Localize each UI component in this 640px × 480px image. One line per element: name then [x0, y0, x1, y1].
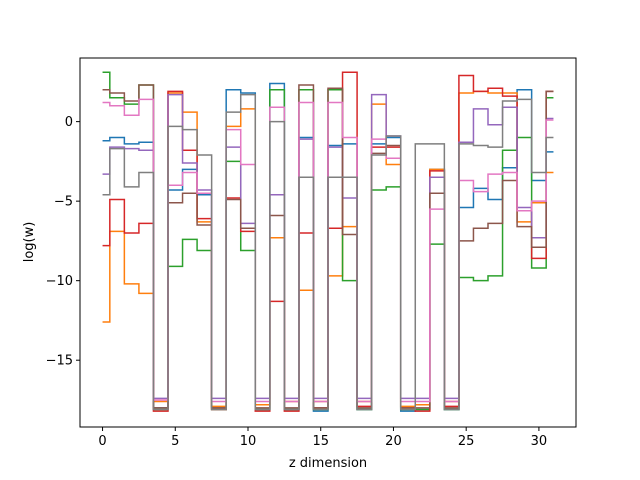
x-axis: 0 5 10 15 20 25 30: [98, 427, 547, 449]
y-tick-label: −10: [46, 274, 73, 289]
y-axis: −15 −10 −5 0: [46, 115, 80, 369]
plot-frame: [79, 57, 577, 428]
x-tick-label: 5: [171, 434, 179, 449]
y-tick-label: 0: [65, 115, 73, 130]
x-tick-label: 20: [385, 434, 402, 449]
x-tick-label: 25: [458, 434, 475, 449]
y-axis-label: log(w): [22, 222, 37, 263]
x-tick-label: 10: [240, 434, 257, 449]
x-tick-label: 15: [312, 434, 329, 449]
y-tick-label: −5: [54, 195, 73, 210]
series-line-8: [102, 93, 554, 411]
x-axis-label: z dimension: [289, 456, 367, 471]
y-tick-label: −15: [46, 354, 73, 369]
x-tick-label: 0: [98, 434, 106, 449]
series-layer: [102, 71, 554, 412]
x-tick-label: 30: [531, 434, 548, 449]
